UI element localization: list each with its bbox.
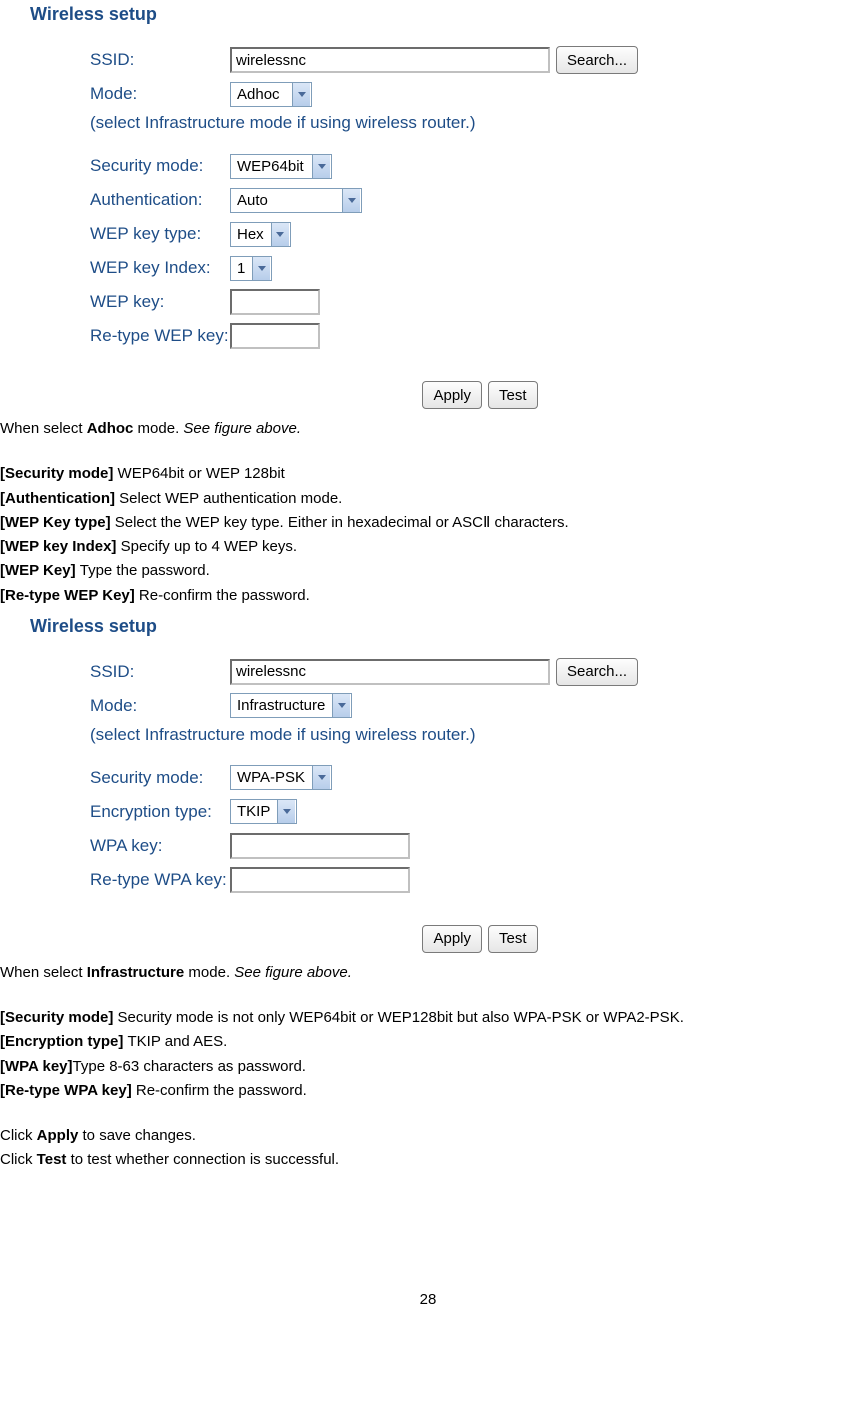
page-number: 28 bbox=[0, 1291, 856, 1308]
chevron-down-icon bbox=[252, 257, 270, 280]
wep-key-type-select[interactable]: Hex bbox=[230, 222, 291, 247]
authentication-value: Auto bbox=[231, 192, 341, 209]
wep-key-index-select[interactable]: 1 bbox=[230, 256, 272, 281]
search-button[interactable]: Search... bbox=[556, 658, 638, 686]
chevron-down-icon bbox=[312, 155, 330, 178]
encryption-type-select[interactable]: TKIP bbox=[230, 799, 297, 824]
retype-wep-key-label: Re-type WEP key: bbox=[30, 326, 230, 346]
authentication-select[interactable]: Auto bbox=[230, 188, 362, 213]
retype-wep-key-input[interactable] bbox=[230, 323, 320, 349]
caption-adhoc: When select Adhoc mode. See figure above… bbox=[0, 419, 856, 439]
mode-hint: (select Infrastructure mode if using wir… bbox=[30, 725, 856, 745]
mode-select-value: Infrastructure bbox=[231, 697, 331, 714]
footer-test: Click Test to test whether connection is… bbox=[0, 1150, 856, 1170]
ssid-label: SSID: bbox=[30, 50, 230, 70]
mode-label: Mode: bbox=[30, 696, 230, 716]
wpa-key-input[interactable] bbox=[230, 833, 410, 859]
wep-key-index-label: WEP key Index: bbox=[30, 258, 230, 278]
footer-apply: Click Apply to save changes. bbox=[0, 1126, 856, 1146]
security-mode-select[interactable]: WEP64bit bbox=[230, 154, 332, 179]
security-mode-label: Security mode: bbox=[30, 768, 230, 788]
wireless-setup-panel-adhoc: Wireless setup SSID: Search... Mode: Adh… bbox=[30, 4, 856, 409]
mode-select-value: Adhoc bbox=[231, 86, 291, 103]
security-mode-value: WEP64bit bbox=[231, 158, 311, 175]
security-mode-value: WPA-PSK bbox=[231, 769, 311, 786]
definitions-infrastructure: [Security mode] Security mode is not onl… bbox=[0, 1008, 856, 1101]
mode-hint: (select Infrastructure mode if using wir… bbox=[30, 113, 856, 133]
retype-wpa-key-label: Re-type WPA key: bbox=[30, 870, 230, 890]
encryption-type-value: TKIP bbox=[231, 803, 276, 820]
panel-title: Wireless setup bbox=[30, 4, 856, 25]
search-button[interactable]: Search... bbox=[556, 46, 638, 74]
apply-button[interactable]: Apply bbox=[422, 925, 482, 953]
ssid-label: SSID: bbox=[30, 662, 230, 682]
caption-infrastructure: When select Infrastructure mode. See fig… bbox=[0, 963, 856, 983]
wep-key-label: WEP key: bbox=[30, 292, 230, 312]
wpa-key-label: WPA key: bbox=[30, 836, 230, 856]
wep-key-type-value: Hex bbox=[231, 226, 270, 243]
wep-key-index-value: 1 bbox=[231, 260, 251, 277]
security-mode-select[interactable]: WPA-PSK bbox=[230, 765, 332, 790]
chevron-down-icon bbox=[312, 766, 330, 789]
ssid-input[interactable] bbox=[230, 659, 550, 685]
retype-wpa-key-input[interactable] bbox=[230, 867, 410, 893]
ssid-input[interactable] bbox=[230, 47, 550, 73]
chevron-down-icon bbox=[292, 83, 310, 106]
chevron-down-icon bbox=[332, 694, 350, 717]
encryption-type-label: Encryption type: bbox=[30, 802, 230, 822]
mode-label: Mode: bbox=[30, 84, 230, 104]
wep-key-type-label: WEP key type: bbox=[30, 224, 230, 244]
wep-key-input[interactable] bbox=[230, 289, 320, 315]
panel-title: Wireless setup bbox=[30, 616, 856, 637]
chevron-down-icon bbox=[342, 189, 360, 212]
test-button[interactable]: Test bbox=[488, 925, 538, 953]
mode-select[interactable]: Adhoc bbox=[230, 82, 312, 107]
authentication-label: Authentication: bbox=[30, 190, 230, 210]
wireless-setup-panel-infrastructure: Wireless setup SSID: Search... Mode: Inf… bbox=[30, 616, 856, 953]
security-mode-label: Security mode: bbox=[30, 156, 230, 176]
apply-button[interactable]: Apply bbox=[422, 381, 482, 409]
chevron-down-icon bbox=[271, 223, 289, 246]
definitions-adhoc: [Security mode] WEP64bit or WEP 128bit [… bbox=[0, 464, 856, 606]
chevron-down-icon bbox=[277, 800, 295, 823]
test-button[interactable]: Test bbox=[488, 381, 538, 409]
mode-select[interactable]: Infrastructure bbox=[230, 693, 352, 718]
